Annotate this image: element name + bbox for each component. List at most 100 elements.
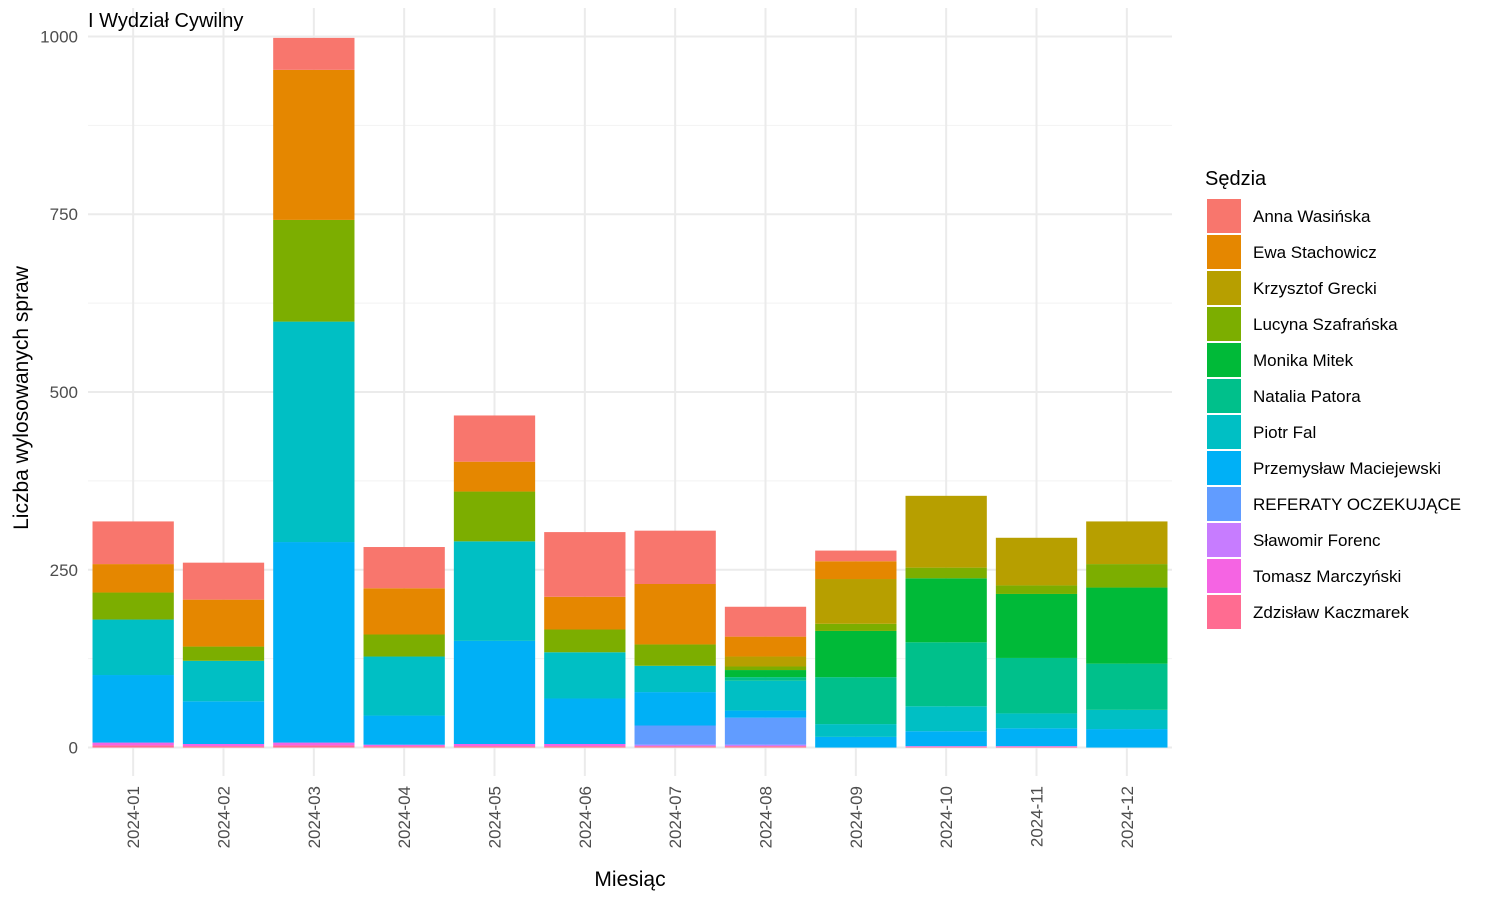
bar-segment: Natalia Patora 2024-10: 90 [905, 642, 987, 707]
legend-entry: Piotr Fal [1253, 423, 1316, 442]
x-tick-label: 2024-11 [1028, 786, 1047, 847]
bar-segment: Ewa Stachowicz 2024-03: 211 [273, 69, 355, 220]
bar-segment: Przemysław Maciejewski 2024-01: 95 [92, 675, 174, 743]
bar-segment: Natalia Patora 2024-09: 66 [815, 677, 897, 725]
bar-segment: Piotr Fal 2024-02: 57 [182, 660, 265, 702]
bar-segment: Tomasz Marczyński 2024-01: 4 [92, 742, 174, 746]
legend-swatch [1207, 307, 1241, 341]
bar-segment: Lucyna Szafrańska 2024-09: 10 [815, 623, 897, 631]
bar-segment: Tomasz Marczyński 2024-04: 2 [363, 744, 445, 747]
bar-segment: Ewa Stachowicz 2024-01: 40 [92, 564, 174, 593]
bar-segment: Krzysztof Grecki 2024-11: 67 [995, 537, 1078, 586]
bar-segment: Anna Wasińska 2024-03: 45 [273, 37, 355, 70]
x-tick-label: 2024-12 [1118, 786, 1137, 848]
bar-segment: Piotr Fal 2024-06: 65 [544, 652, 626, 699]
y-tick-label: 1000 [40, 27, 78, 46]
bar-segment: Lucyna Szafrańska 2024-07: 30 [634, 644, 716, 666]
bar-segment: Zdzisław Kaczmarek 2024-02: 2 [182, 746, 265, 748]
bar-segment: REFERATY OCZEKUJĄCE 2024-08: 38 [724, 717, 807, 745]
legend-entry: Krzysztof Grecki [1253, 279, 1377, 298]
bar-segment: Monika Mitek 2024-10: 90 [905, 578, 987, 643]
bar-segment: Przemysław Maciejewski 2024-08: 10 [724, 710, 807, 718]
bar-segment: Piotr Fal 2024-04: 83 [363, 656, 445, 716]
bar-segment: Zdzisław Kaczmarek 2024-01: 3 [92, 745, 174, 748]
x-tick-label: 2024-09 [847, 786, 866, 848]
legend: Sędzia Anna Wasińska Ewa Stachowicz Krzysz… [1205, 168, 1461, 629]
bar-segment: Ewa Stachowicz 2024-07: 85 [634, 584, 716, 645]
chart-title: I Wydział Cywilny [88, 10, 243, 32]
bar-segment: Zdzisław Kaczmarek 2024-05: 2 [453, 746, 536, 748]
x-axis-ticks: 2024-01 2024-02 2024-03 2024-04 2024-05 2024-… [124, 786, 1137, 848]
bar-segment: Tomasz Marczyński 2024-02: 3 [182, 744, 265, 747]
legend-entry: Zdzisław Kaczmarek [1253, 603, 1409, 622]
bar-segment: Lucyna Szafrańska 2024-06: 32 [544, 629, 626, 653]
legend-entry: Tomasz Marczyński [1253, 567, 1401, 586]
bar-segment: Zdzisław Kaczmarek 2024-06: 2 [544, 746, 626, 748]
bar-segment: REFERATY OCZEKUJĄCE 2024-07: 27 [634, 725, 716, 745]
legend-swatch [1207, 235, 1241, 269]
bar-segment: Ewa Stachowicz 2024-06: 46 [544, 596, 626, 630]
legend-swatch [1207, 523, 1241, 557]
bar-segment: Anna Wasińska 2024-09: 15 [815, 550, 897, 562]
bar-segment: Przemysław Maciejewski 2024-03: 282 [273, 542, 355, 743]
legend-entry: REFERATY OCZEKUJĄCE [1253, 495, 1461, 514]
x-tick-label: 2024-08 [757, 786, 776, 848]
bar-segment: Ewa Stachowicz 2024-04: 65 [363, 588, 445, 635]
x-tick-label: 2024-04 [395, 786, 414, 848]
bar-segment: Natalia Patora 2024-08: 5 [724, 677, 807, 681]
bar-segment: Przemysław Maciejewski 2024-12: 26 [1086, 729, 1168, 748]
bar-segment: Zdzisław Kaczmarek 2024-03: 3 [273, 745, 355, 748]
bar-segment: Przemysław Maciejewski 2024-06: 64 [544, 698, 626, 744]
bar-segment: Zdzisław Kaczmarek 2024-08: 2 [724, 746, 807, 748]
legend-swatch [1207, 199, 1241, 233]
legend-entry: Sławomir Forenc [1253, 531, 1381, 550]
legend-entry: Przemysław Maciejewski [1253, 459, 1441, 478]
x-tick-label: 2024-06 [576, 786, 595, 848]
bar-segment: Krzysztof Grecki 2024-08: 14 [724, 656, 807, 667]
bar-segment: Lucyna Szafrańska 2024-08: 5 [724, 666, 807, 671]
bar-segment: Tomasz Marczyński 2024-03: 4 [273, 742, 355, 746]
bar-segment: Natalia Patora 2024-12: 65 [1086, 663, 1168, 710]
bar-segment: Ewa Stachowicz 2024-09: 25 [815, 561, 897, 580]
legend-swatch [1207, 559, 1241, 593]
legend-entry: Anna Wasińska [1253, 207, 1371, 226]
bar-segment: Piotr Fal 2024-10: 35 [905, 706, 987, 732]
bar-segment: Lucyna Szafrańska 2024-01: 38 [92, 592, 174, 620]
bar-segment: Anna Wasińska 2024-07: 75 [634, 530, 716, 584]
bar-segment: Krzysztof Grecki 2024-09: 63 [815, 579, 897, 624]
legend-title: Sędzia [1205, 168, 1267, 190]
bar-segment: Piotr Fal 2024-12: 27 [1086, 709, 1168, 730]
bar-segment: Ewa Stachowicz 2024-08: 28 [724, 636, 807, 657]
bar-segment: Anna Wasińska 2024-05: 65 [453, 415, 536, 462]
bar-segment: Monika Mitek 2024-09: 65 [815, 630, 897, 678]
legend-swatch [1207, 271, 1241, 305]
bar-segment: Krzysztof Grecki 2024-10: 101 [905, 495, 987, 568]
bar-segment: Anna Wasińska 2024-06: 91 [544, 532, 626, 597]
bar-segment: Przemysław Maciejewski 2024-05: 145 [453, 640, 536, 744]
bar-segment: Tomasz Marczyński 2024-10: 1 [905, 746, 987, 747]
bar-segment: Piotr Fal 2024-11: 21 [995, 713, 1078, 729]
bar-segment: Lucyna Szafrańska 2024-05: 70 [453, 491, 536, 542]
legend-swatch [1207, 379, 1241, 413]
bar-segment: Lucyna Szafrańska 2024-03: 143 [273, 219, 355, 322]
bar-segment: Anna Wasińska 2024-02: 52 [182, 562, 265, 600]
bars: Zdzisław Kaczmarek 2024-01: 3Tomasz Marc… [92, 37, 1168, 748]
bar-segment: Przemysław Maciejewski 2024-09: 15 [815, 736, 897, 748]
bar-segment: Krzysztof Grecki 2024-12: 60 [1086, 521, 1168, 565]
y-axis-label: Liczba wylosowanych spraw [10, 265, 33, 530]
bar-segment: Zdzisław Kaczmarek 2024-10: 1 [905, 746, 987, 748]
legend-swatch [1207, 343, 1241, 377]
bar-segment: Lucyna Szafrańska 2024-11: 12 [995, 585, 1078, 594]
y-tick-label: 250 [50, 561, 78, 580]
bar-segment: Przemysław Maciejewski 2024-10: 21 [905, 731, 987, 747]
bar-segment: Sławomir Forenc 2024-08: 2 [724, 744, 807, 747]
bar-segment: Lucyna Szafrańska 2024-12: 33 [1086, 564, 1168, 588]
y-axis-ticks: 0 250 500 750 1000 [40, 27, 78, 757]
bar-segment: Piotr Fal 2024-03: 310 [273, 321, 355, 543]
x-tick-label: 2024-10 [937, 786, 956, 848]
bar-segment: Zdzisław Kaczmarek 2024-07: 2 [634, 746, 716, 748]
bar-segment: Anna Wasińska 2024-08: 42 [724, 606, 807, 637]
bar-segment: Piotr Fal 2024-05: 140 [453, 541, 536, 641]
